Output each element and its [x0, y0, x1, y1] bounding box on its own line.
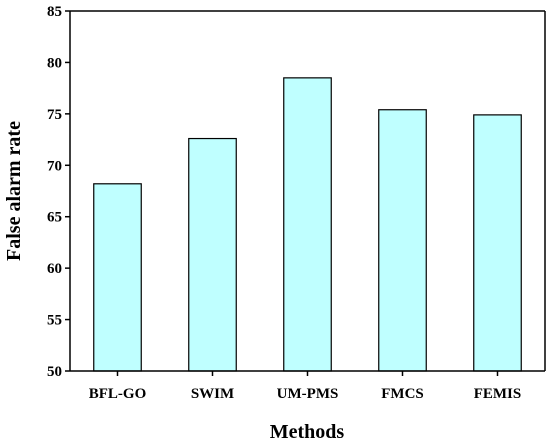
bar-bfl-go: [93, 183, 142, 372]
x-tick-label: FMCS: [381, 386, 424, 402]
y-tick-label: 70: [47, 158, 62, 174]
y-tick-label: 55: [47, 313, 62, 329]
y-tick-label: 60: [47, 261, 62, 277]
y-tick-label: 80: [47, 55, 62, 71]
x-axis-title: Methods: [270, 421, 345, 443]
y-ticks-group: 50 55 60 65 70 75 80 85: [47, 4, 70, 380]
x-tick-label: FEMIS: [474, 386, 522, 402]
y-tick-label: 50: [47, 364, 62, 380]
axes-group: [69, 10, 546, 372]
x-tick-label: SWIM: [191, 386, 234, 402]
bar-fmcs: [378, 109, 427, 372]
y-axis-title: False alarm rate: [3, 121, 25, 261]
bar-um-pms: [283, 77, 332, 372]
x-tick-label: UM-PMS: [277, 386, 339, 402]
bars-group: [93, 77, 522, 372]
x-ticks-group: BFL-GO SWIM UM-PMS FMCS FEMIS: [89, 371, 522, 402]
y-tick-label: 85: [47, 4, 62, 20]
bar-femis: [473, 114, 522, 372]
y-tick-label: 65: [47, 210, 62, 226]
x-tick-label: BFL-GO: [89, 386, 147, 402]
y-tick-label: 75: [47, 107, 62, 123]
bar-swim: [188, 137, 237, 372]
